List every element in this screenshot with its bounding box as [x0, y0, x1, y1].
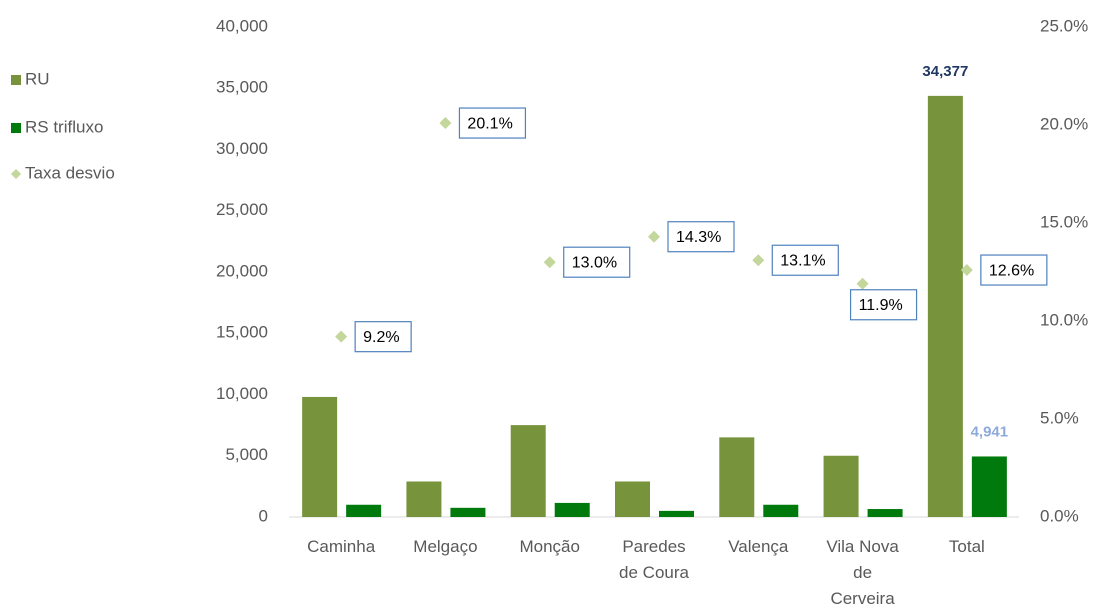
marker: [856, 277, 869, 290]
y-tick-label: 5,000: [225, 445, 268, 464]
y2-tick-label: 25.0%: [1040, 16, 1088, 35]
legend-marker: [11, 75, 21, 85]
bar: [346, 504, 382, 517]
bar: [615, 481, 650, 517]
x-tick-label: Total: [949, 537, 985, 556]
data-label-box: [354, 321, 412, 353]
y2-tick-label: 10.0%: [1040, 310, 1088, 329]
bar: [302, 396, 338, 517]
x-tick-label: Valença: [728, 537, 789, 556]
y-tick-label: 20,000: [216, 261, 268, 280]
y-tick-label: 35,000: [216, 78, 268, 97]
x-tick-label: Monção: [519, 537, 579, 556]
data-label: 34,377: [922, 63, 968, 80]
data-label: 12.6%: [989, 262, 1034, 279]
marker: [335, 330, 348, 343]
bar: [927, 95, 963, 518]
x-tick-label: Paredes de Coura: [619, 537, 689, 582]
data-label-box: [458, 107, 527, 139]
y2-tick-label: 20.0%: [1040, 114, 1088, 133]
marker: [439, 117, 452, 130]
data-label: 4,941: [971, 423, 1009, 440]
bar: [719, 437, 755, 517]
y2-tick-label: 0.0%: [1040, 506, 1079, 525]
legend-label: Taxa desvio: [25, 163, 115, 182]
y2-tick-label: 5.0%: [1040, 408, 1079, 427]
legend-label: RS trifluxo: [25, 117, 103, 136]
data-label-box: [563, 246, 631, 278]
bar: [554, 502, 590, 517]
marker: [543, 256, 556, 269]
y-tick-label: 40,000: [216, 16, 268, 35]
legend-label: RU: [25, 69, 50, 88]
y-tick-label: 25,000: [216, 200, 268, 219]
x-tick-label: Caminha: [307, 537, 376, 556]
bar: [763, 504, 799, 517]
bar: [659, 510, 694, 517]
data-label: 14.3%: [676, 229, 721, 246]
y-tick-label: 10,000: [216, 384, 268, 403]
data-label: 11.9%: [859, 297, 903, 314]
data-label: 13.1%: [780, 252, 825, 269]
bar: [510, 425, 546, 517]
marker: [648, 230, 660, 243]
data-label-box: [980, 254, 1048, 286]
marker: [752, 254, 765, 267]
y2-tick-label: 15.0%: [1040, 212, 1088, 231]
bar: [823, 455, 859, 517]
y-tick-label: 30,000: [216, 139, 268, 158]
bar: [406, 481, 442, 517]
bar: [971, 456, 1007, 517]
marker: [960, 264, 973, 277]
bar: [450, 507, 486, 517]
data-label-box: [849, 289, 918, 321]
bar: [867, 509, 903, 517]
legend-marker: [11, 123, 21, 133]
data-label-box: [771, 244, 839, 276]
data-label: 9.2%: [363, 329, 399, 346]
legend-marker: [11, 169, 21, 179]
y-tick-label: 15,000: [216, 323, 268, 342]
data-label: 13.0%: [572, 254, 617, 271]
x-tick-label: Melgaço: [413, 537, 477, 556]
data-label-box: [667, 221, 735, 253]
x-tick-label: Vila Nova de Cerveira: [826, 537, 899, 608]
y-tick-label: 0: [259, 506, 268, 525]
data-label: 20.1%: [467, 115, 512, 132]
